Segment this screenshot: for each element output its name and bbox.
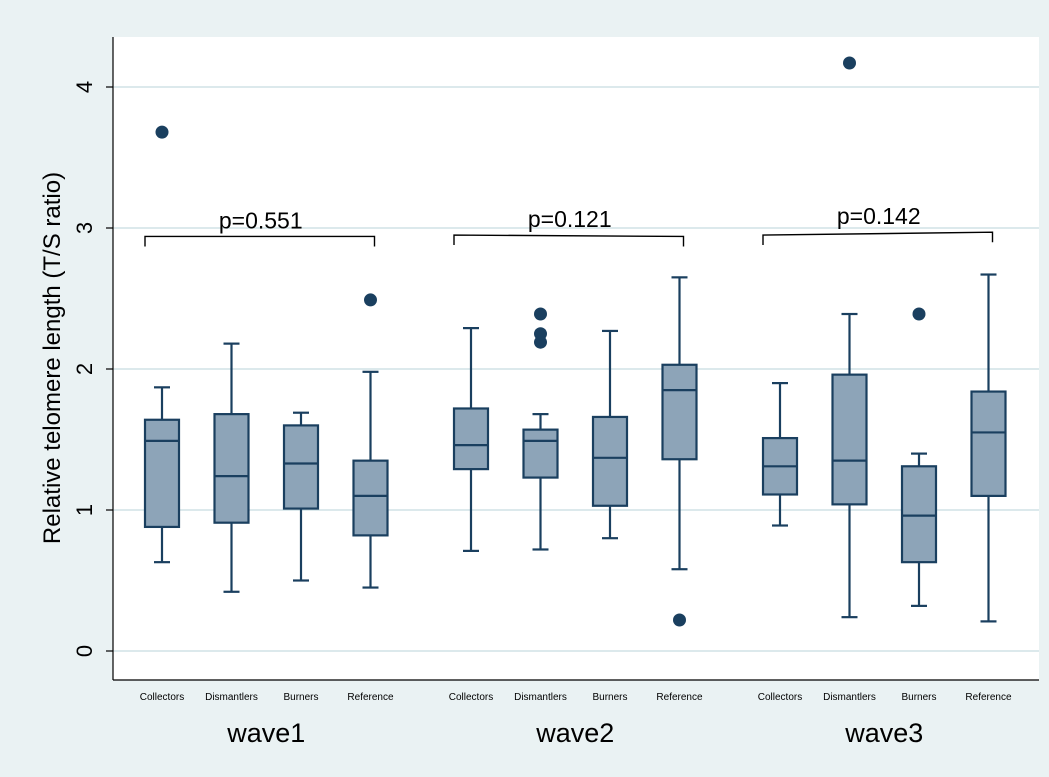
- group-wave2-dismantlers-outlier-2: [534, 307, 547, 321]
- box-layer: [143, 56, 1007, 627]
- group-wave3-label: wave3: [844, 718, 923, 748]
- group-wave3-burners-label: Burners: [901, 692, 936, 703]
- group-wave1-reference-outlier-0: [364, 293, 377, 307]
- pvalue-bracket-layer: p=0.551 p=0.121 p=0.142: [144, 203, 994, 247]
- group-wave2-burners-label: Burners: [592, 692, 627, 703]
- group-wave3-dismantlers-box: [831, 373, 868, 506]
- group-wave2-collectors-box: [452, 407, 490, 471]
- group-wave1-collectors-outlier-0: [155, 125, 169, 139]
- plot-area: [113, 37, 1039, 680]
- group-wave1-burners-box: [282, 424, 320, 510]
- group-wave3-dismantlers-label: Dismantlers: [823, 692, 876, 703]
- group-wave1-dismantlers-box: [213, 413, 250, 524]
- group-wave2-reference-label: Reference: [656, 692, 703, 703]
- group-wave2-dismantlers-outlier-1: [534, 327, 547, 341]
- group-wave2-burners-box: [591, 415, 629, 507]
- group-wave3-burners-outlier-0: [912, 307, 926, 321]
- group-wave3-dismantlers-outlier-0: [843, 56, 856, 70]
- group-wave2-label: wave2: [535, 718, 614, 748]
- group-wave3-collectors-label: Collectors: [758, 692, 802, 703]
- y-tick-label-3: 3: [72, 222, 97, 234]
- group-wave2-reference-outlier-0: [673, 613, 686, 627]
- y-axis-label: Relative telomere length (T/S ratio): [39, 172, 66, 544]
- group-wave1-burners-label: Burners: [283, 692, 318, 703]
- y-tick-label-2: 2: [72, 363, 97, 375]
- group-wave2-dismantlers-label: Dismantlers: [514, 692, 567, 703]
- group-wave2-reference-box: [661, 363, 698, 461]
- pvalue-label-1: p=0.121: [528, 206, 612, 232]
- axis-layer: Relative telomere length (T/S ratio): [39, 37, 1039, 681]
- x-label-layer: Collectors Dismantlers Burners Reference wav…: [140, 692, 1012, 748]
- pvalue-bracket-1: [453, 234, 685, 247]
- y-tick-label-4: 4: [72, 81, 97, 93]
- y-tick-layer: 0 1 2 3 4: [72, 81, 113, 657]
- group-wave1-collectors-label: Collectors: [140, 692, 184, 703]
- y-tick-label-1: 1: [72, 504, 97, 516]
- group-wave3-reference-box: [970, 390, 1007, 497]
- group-wave1-label: wave1: [226, 718, 305, 748]
- group-wave3-reference-label: Reference: [965, 692, 1012, 703]
- grid-layer: [113, 86, 1039, 652]
- group-wave1-reference-box: [352, 459, 389, 537]
- group-wave1-dismantlers-label: Dismantlers: [205, 692, 258, 703]
- group-wave3-burners-box: [900, 465, 938, 564]
- group-wave2-dismantlers-box: [522, 428, 559, 479]
- group-wave1-collectors-box: [143, 418, 181, 529]
- pvalue-bracket-2: [762, 231, 994, 246]
- pvalue-label-0: p=0.551: [219, 207, 303, 233]
- pvalue-bracket-0: [144, 235, 376, 247]
- group-wave1-reference-label: Reference: [347, 692, 394, 703]
- pvalue-label-2: p=0.142: [837, 203, 921, 229]
- group-wave2-collectors-label: Collectors: [449, 692, 493, 703]
- y-tick-label-0: 0: [72, 645, 97, 657]
